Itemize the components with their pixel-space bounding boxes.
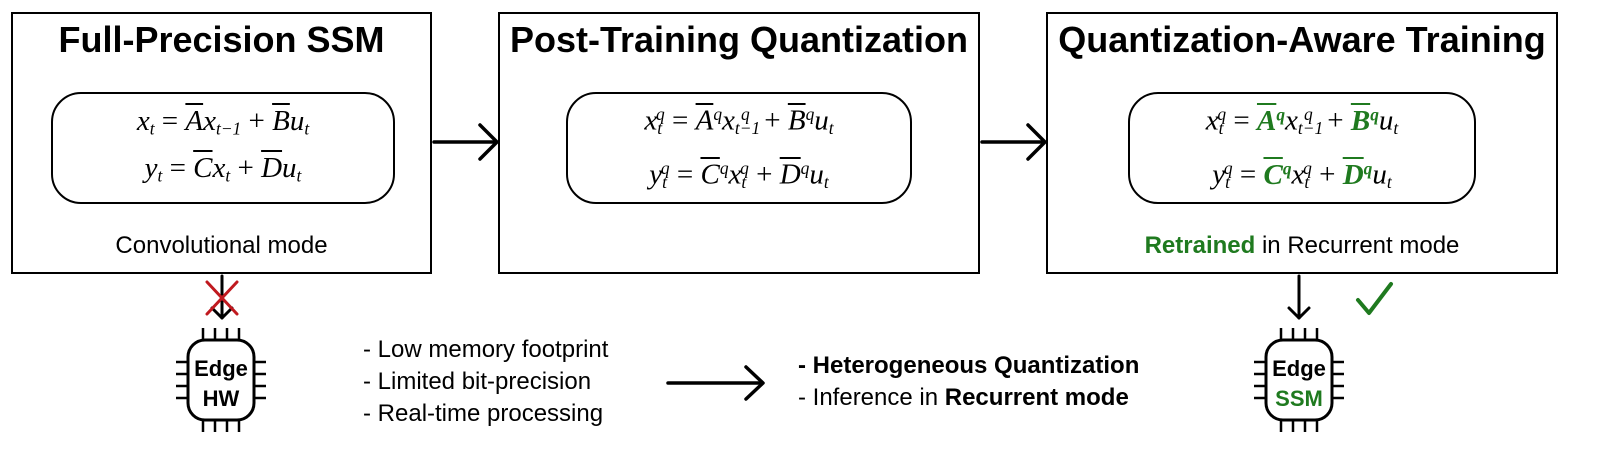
- panel-title: Full-Precision SSM: [58, 19, 385, 60]
- caption-text: in Recurrent mode: [1255, 232, 1460, 259]
- state-equation: xtq = Aqxt−1q + Bqut: [1205, 104, 1399, 138]
- panel-full-precision-ssm: Full-Precision SSM xt = Axt−1 + But yt =…: [11, 12, 432, 274]
- constraints-list: - Low memory footprint - Limited bit-pre…: [363, 334, 608, 430]
- equation-box: xtq = Aqxt−1q + Bqut ytq = Cqxtq + Dqut: [566, 92, 912, 204]
- chip-icon: Edge SSM: [1252, 326, 1346, 434]
- list-item: - Inference in Recurrent mode: [798, 382, 1139, 414]
- list-item: - Real-time processing: [363, 400, 604, 427]
- panel-post-training-quantization: Post-Training Quantization xtq = Aqxt−1q…: [498, 12, 980, 274]
- chip-label-line1: Edge: [194, 356, 248, 381]
- caption-highlight: Retrained: [1144, 232, 1256, 259]
- solutions-list: - Heterogeneous Quantization - Inference…: [798, 350, 1139, 414]
- equation-box: xt = Axt−1 + But yt = Cxt + Dut: [51, 92, 395, 204]
- output-equation: yt = Cxt + Dut: [144, 152, 302, 186]
- down-arrow-icon: [1287, 274, 1311, 320]
- list-item: - Limited bit-precision: [363, 368, 592, 395]
- right-arrow-icon: [432, 123, 499, 161]
- panel-caption: Retrained in Recurrent mode: [1048, 230, 1556, 262]
- solution-recurrent-mode: Recurrent mode: [944, 384, 1129, 411]
- panel-caption: Convolutional mode: [115, 232, 328, 259]
- solution-prefix: - Inference in: [798, 384, 945, 411]
- solution-heterogeneous-quantization: - Heterogeneous Quantization: [798, 352, 1140, 379]
- list-item: - Low memory footprint: [363, 336, 609, 363]
- right-arrow-icon: [666, 365, 765, 401]
- chip-icon: Edge HW: [174, 326, 268, 434]
- output-equation: ytq = Cqxtq + Dqut: [1212, 158, 1392, 192]
- chip-label-line1: Edge: [1272, 356, 1326, 381]
- state-equation: xtq = Aqxt−1q + Bqut: [644, 104, 834, 138]
- list-item: - Heterogeneous Quantization: [798, 350, 1139, 382]
- chip-label-line2: SSM: [1275, 386, 1323, 411]
- cross-icon: [205, 280, 239, 316]
- chip-label-line2: HW: [203, 386, 240, 411]
- checkmark-icon: [1356, 282, 1393, 315]
- panel-title: Quantization-Aware Training: [1058, 19, 1546, 60]
- state-equation: xt = Axt−1 + But: [136, 104, 310, 138]
- right-arrow-icon: [980, 123, 1047, 161]
- panel-quantization-aware-training: Quantization-Aware Training xtq = Aqxt−1…: [1046, 12, 1558, 274]
- panel-title: Post-Training Quantization: [510, 19, 968, 60]
- equation-box: xtq = Aqxt−1q + Bqut ytq = Cqxtq + Dqut: [1128, 92, 1476, 204]
- output-equation: ytq = Cqxtq + Dqut: [649, 158, 829, 192]
